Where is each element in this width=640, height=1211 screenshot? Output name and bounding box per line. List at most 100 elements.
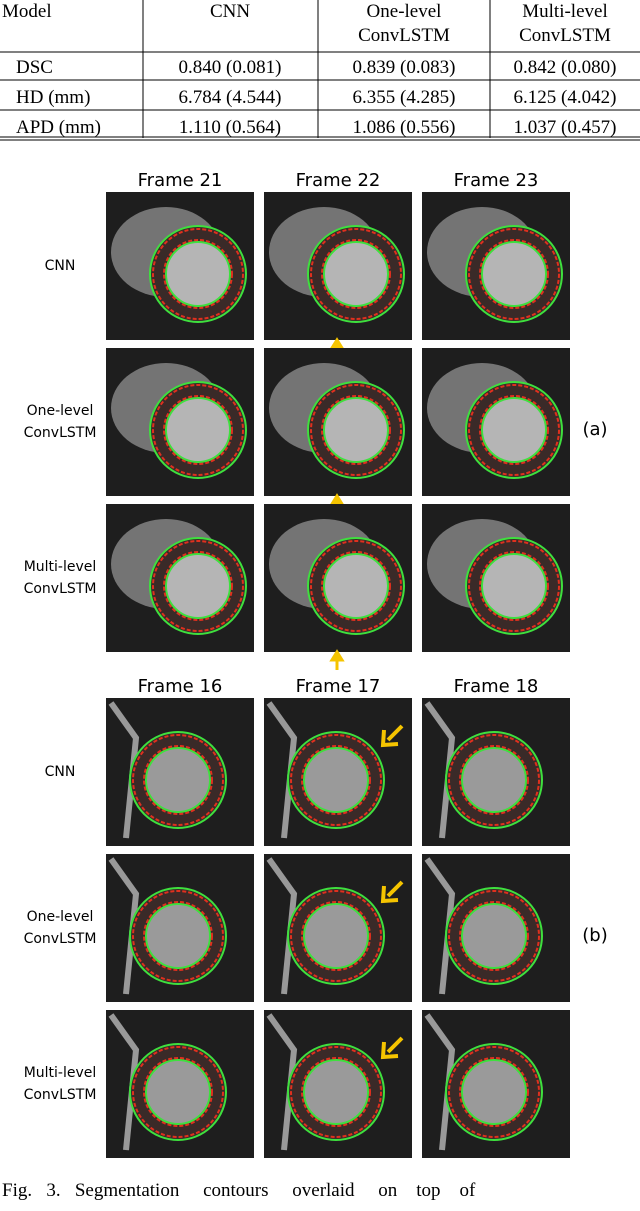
blood-pool xyxy=(304,1060,368,1124)
green-outer xyxy=(307,225,405,323)
mri-image xyxy=(422,854,570,1002)
table-cell: APD (mm) xyxy=(16,117,101,138)
red-inner xyxy=(301,1057,371,1127)
green-outer xyxy=(149,537,247,635)
blood-pool xyxy=(324,242,388,306)
red-inner xyxy=(321,239,391,309)
green-outer xyxy=(307,537,405,635)
red-outer xyxy=(448,890,540,982)
blood-pool xyxy=(146,904,210,968)
table-cell: 0.840 (0.081) xyxy=(179,57,282,78)
table-cell: 0.839 (0.083) xyxy=(353,57,456,78)
green-inner xyxy=(323,397,389,463)
frame-title: Frame 23 xyxy=(454,170,539,191)
mri-image xyxy=(264,854,412,1002)
row-label: CNN xyxy=(45,258,76,274)
mri-image xyxy=(264,698,412,846)
red-inner xyxy=(479,395,549,465)
green-outer xyxy=(129,887,227,985)
blood-pool xyxy=(462,904,526,968)
red-outer xyxy=(290,734,382,826)
panel-label: (a) xyxy=(582,419,607,440)
header-cell: Multi-level xyxy=(522,1,607,22)
mri-image xyxy=(264,504,412,670)
green-outer xyxy=(287,731,385,829)
red-inner xyxy=(143,745,213,815)
table-cell: HD (mm) xyxy=(16,87,90,108)
row-label: Multi-level xyxy=(24,559,97,575)
header-cell: One-level xyxy=(367,1,442,22)
red-outer xyxy=(448,1046,540,1138)
blood-pool xyxy=(324,554,388,618)
mri-image xyxy=(106,348,254,496)
red-outer xyxy=(290,1046,382,1138)
mri-image xyxy=(422,1010,570,1158)
blood-pool xyxy=(146,748,210,812)
red-outer xyxy=(468,540,560,632)
mri-image xyxy=(106,854,254,1002)
row-label: ConvLSTM xyxy=(24,931,97,947)
arrow xyxy=(329,649,345,670)
mri-image xyxy=(106,1010,254,1158)
tissue xyxy=(108,857,140,995)
green-inner xyxy=(303,1059,369,1125)
blood-pool xyxy=(166,554,230,618)
red-outer xyxy=(132,890,224,982)
red-inner xyxy=(301,745,371,815)
green-inner xyxy=(461,747,527,813)
row-label: Multi-level xyxy=(24,1065,97,1081)
green-outer xyxy=(287,1043,385,1141)
green-outer xyxy=(465,381,563,479)
green-inner xyxy=(323,553,389,619)
green-outer xyxy=(445,1043,543,1141)
green-outer xyxy=(149,225,247,323)
blood-pool xyxy=(482,554,546,618)
mri-image xyxy=(422,192,570,340)
table-cell: 6.355 (4.285) xyxy=(353,87,456,108)
green-inner xyxy=(145,747,211,813)
red-inner xyxy=(321,395,391,465)
red-inner xyxy=(479,551,549,621)
green-inner xyxy=(303,747,369,813)
green-inner xyxy=(323,241,389,307)
figure: Frame 21 Frame 22 Frame 23 CNN One-level Conv… xyxy=(24,170,608,1158)
tissue xyxy=(266,857,298,995)
tissue xyxy=(424,857,456,995)
blood-pool xyxy=(462,748,526,812)
red-outer xyxy=(310,384,402,476)
green-outer xyxy=(465,225,563,323)
green-inner xyxy=(145,1059,211,1125)
frame-title: Frame 18 xyxy=(454,676,539,697)
blood-pool xyxy=(324,398,388,462)
red-inner xyxy=(143,1057,213,1127)
green-inner xyxy=(165,397,231,463)
mri-image xyxy=(106,698,254,846)
arrow xyxy=(380,880,404,904)
table-cell: 6.125 (4.042) xyxy=(514,87,617,108)
mri-image xyxy=(264,348,412,514)
red-inner xyxy=(163,551,233,621)
blood-pool xyxy=(146,1060,210,1124)
mri-image xyxy=(106,504,254,652)
red-inner xyxy=(459,901,529,971)
row-label: ConvLSTM xyxy=(24,1087,97,1103)
frame-title: Frame 22 xyxy=(296,170,381,191)
table-cell: 6.784 (4.544) xyxy=(179,87,282,108)
mri-image xyxy=(422,698,570,846)
tissue xyxy=(266,1013,298,1151)
blood-pool xyxy=(462,1060,526,1124)
green-inner xyxy=(461,1059,527,1125)
tissue xyxy=(108,701,140,839)
red-outer xyxy=(310,228,402,320)
green-outer xyxy=(465,537,563,635)
blood-pool xyxy=(482,242,546,306)
arrow xyxy=(380,724,404,748)
table-cell: DSC xyxy=(16,57,53,78)
mri-image xyxy=(106,192,254,340)
blood-pool xyxy=(166,242,230,306)
green-outer xyxy=(445,887,543,985)
table-cell: 0.842 (0.080) xyxy=(514,57,617,78)
blood-pool xyxy=(166,398,230,462)
table-cell: 1.110 (0.564) xyxy=(179,117,281,138)
